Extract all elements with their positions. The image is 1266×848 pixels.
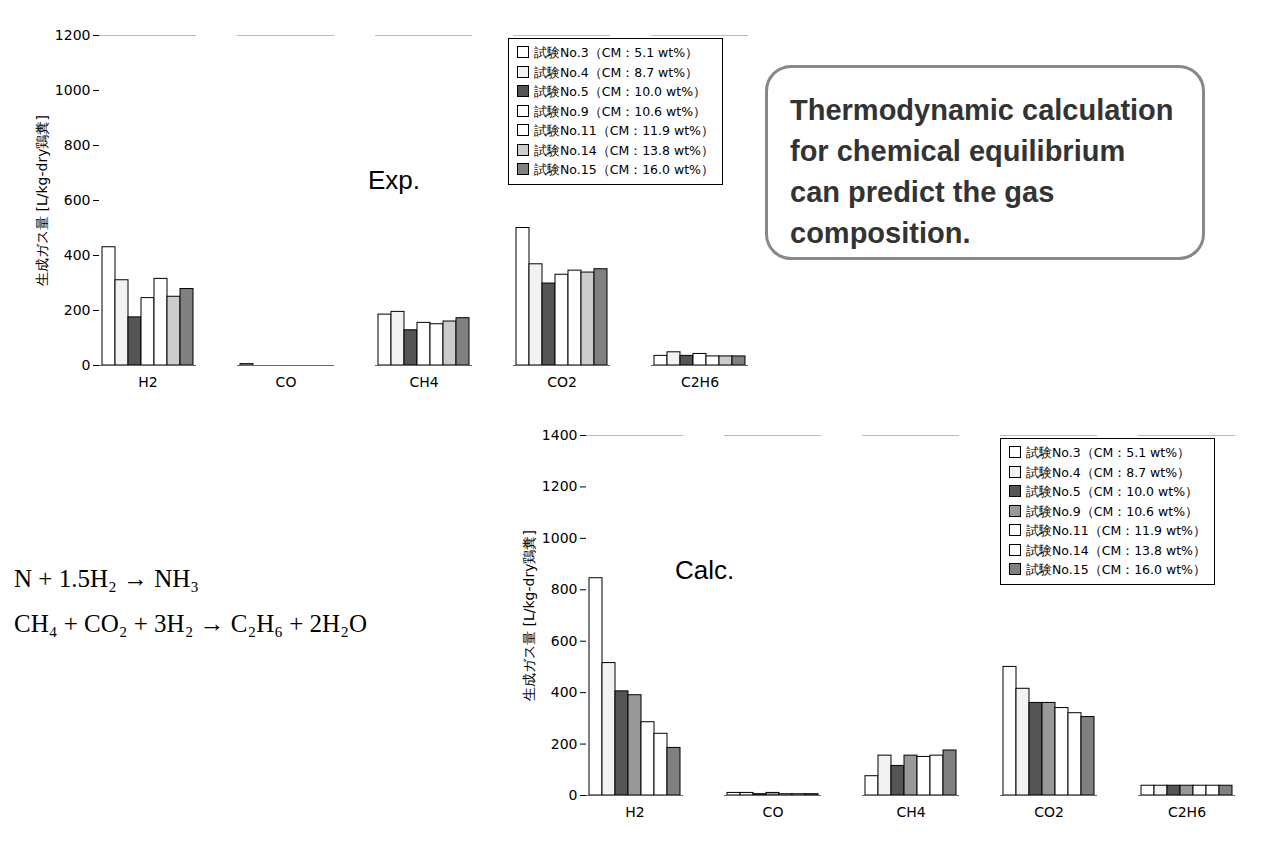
svg-text:400: 400 [551,684,578,700]
html-text:試験No.14（CM：13.8 wt%）: 試験No.14（CM：13.8 wt%） [1026,542,1206,558]
svg-text:1400: 1400 [542,427,578,443]
html-text:CH₄ + CO₂ + 3H₂ → C₂H₆ + 2H₂O: CH₄ + CO₂ + 3H₂ → C₂H₆ + 2H₂O [14,610,367,637]
svg-text:800: 800 [551,581,578,597]
html-text:試験No.11（CM：11.9 wt%）: 試験No.11（CM：11.9 wt%） [534,123,714,138]
svg-text:1200: 1200 [55,27,91,43]
svg-text:C2H6: C2H6 [681,374,719,390]
svg-text:CO2: CO2 [547,374,577,390]
html-text:試験No.5（CM：10.0 wt%）: 試験No.5（CM：10.0 wt%） [1026,484,1198,499]
html-text:Thermodynamic calculation for: Thermodynamic calculation for chemical e… [790,94,1174,249]
html-text:N + 1.5H₂ → NH₃: N + 1.5H₂ → NH₃ [14,565,199,592]
svg-text:200: 200 [551,736,578,752]
svg-text:0: 0 [82,357,91,373]
html-text:試験No.9（CM：10.6 wt%）: 試験No.9（CM：10.6 wt%） [534,103,706,119]
svg-text:CH4: CH4 [896,804,925,820]
html-text:試験No.3（CM：5.1 wt%）: 試験No.3（CM：5.1 wt%） [1026,445,1191,460]
svg-text:CO: CO [276,374,297,390]
svg-text:C2H6: C2H6 [1168,804,1206,820]
svg-text:H2: H2 [625,804,644,820]
html-text:試験No.9（CM：10.6 wt%）: 試験No.9（CM：10.6 wt%） [1026,503,1198,519]
svg-text:1000: 1000 [55,82,91,98]
html-text:試験No.3（CM：5.1 wt%）: 試験No.3（CM：5.1 wt%） [534,45,699,60]
html-text:試験No.4（CM：8.7 wt%）: 試験No.4（CM：8.7 wt%） [1026,464,1191,480]
svg-text:CH4: CH4 [409,374,438,390]
html-text:試験No.5（CM：10.0 wt%）: 試験No.5（CM：10.0 wt%） [534,84,706,99]
svg-text:800: 800 [64,137,91,153]
html-text:試験No.15（CM：16.0 wt%）: 試験No.15（CM：16.0 wt%） [1026,562,1206,577]
svg-text:600: 600 [551,633,578,649]
html-text:試験No.11（CM：11.9 wt%）: 試験No.11（CM：11.9 wt%） [1026,523,1206,538]
svg-text:600: 600 [64,192,91,208]
svg-text:1200: 1200 [542,478,578,494]
html-text:試験No.4（CM：8.7 wt%）: 試験No.4（CM：8.7 wt%） [534,64,699,80]
svg-text:0: 0 [569,787,578,803]
svg-text:H2: H2 [138,374,157,390]
html-text:Calc.: Calc. [675,555,735,585]
svg-text:生成ガス量 [L/kg-dry鶏糞]: 生成ガス量 [L/kg-dry鶏糞] [34,115,50,286]
svg-text:CO: CO [763,804,784,820]
svg-text:CO2: CO2 [1034,804,1064,820]
svg-text:1000: 1000 [542,530,578,546]
svg-text:400: 400 [64,247,91,263]
html-text:試験No.14（CM：13.8 wt%）: 試験No.14（CM：13.8 wt%） [534,142,714,158]
html-text:試験No.15（CM：16.0 wt%）: 試験No.15（CM：16.0 wt%） [534,162,714,177]
svg-text:生成ガス量 [L/kg-dry鶏糞]: 生成ガス量 [L/kg-dry鶏糞] [521,530,537,701]
svg-text:200: 200 [64,302,91,318]
html-text:Exp.: Exp. [368,165,420,195]
